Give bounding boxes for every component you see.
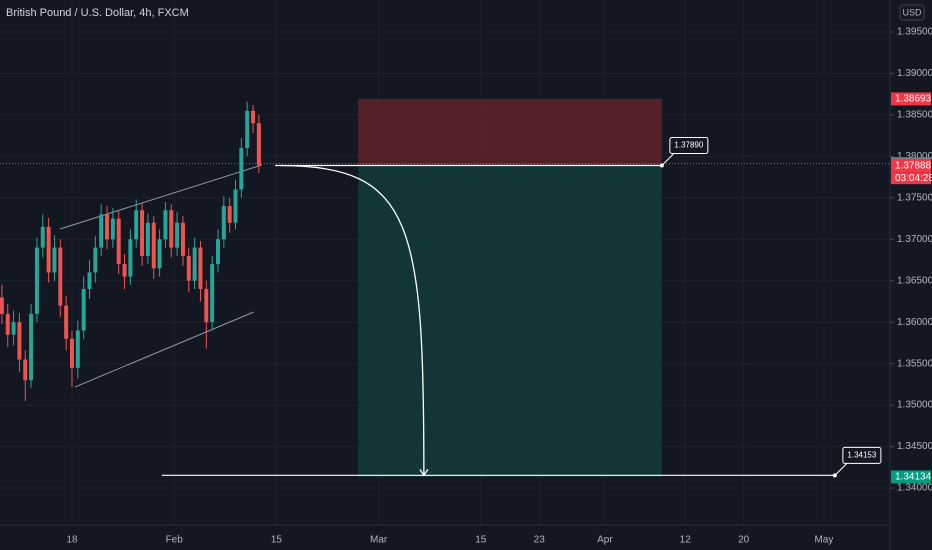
callout-label: 1.37890: [674, 141, 703, 150]
candle-body: [140, 210, 145, 256]
price-badge: [891, 470, 931, 484]
price-badge-label: 1.38693: [895, 94, 932, 105]
candle-body: [157, 239, 162, 269]
candle-body: [163, 210, 168, 240]
price-badge-label: 1.37888: [895, 160, 932, 171]
y-tick-label: 1.39500: [897, 27, 932, 38]
y-tick-label: 1.35500: [897, 358, 932, 369]
candle-body: [17, 322, 22, 360]
candle-body: [239, 148, 244, 190]
callout-pointer: [834, 462, 848, 476]
trend-line: [74, 311, 254, 388]
candle-body: [11, 322, 16, 335]
x-tick-label: Feb: [166, 535, 184, 546]
candle-body: [93, 247, 98, 273]
candle-body: [198, 247, 203, 290]
x-tick-label: 20: [738, 535, 750, 546]
y-tick-label: 1.38000: [897, 151, 932, 162]
candle-body: [210, 264, 215, 323]
y-tick-label: 1.36000: [897, 317, 932, 328]
callout-pointer: [661, 153, 675, 166]
candle-body: [169, 210, 174, 248]
candle-body: [0, 297, 4, 314]
candle-body: [105, 214, 110, 240]
x-tick-label: Apr: [597, 535, 613, 546]
projection-curve: [280, 164, 425, 476]
x-tick-label: Mar: [370, 535, 388, 546]
x-tick-label: 15: [475, 535, 487, 546]
price-badge: [891, 159, 931, 173]
candle-body: [145, 222, 150, 256]
x-tick-label: May: [814, 535, 833, 546]
candle-body: [46, 226, 51, 273]
chart-title: British Pound / U.S. Dollar, 4h, FXCM: [6, 7, 189, 19]
x-tick-label: 18: [66, 535, 78, 546]
candle-body: [52, 247, 57, 273]
candle-body: [233, 189, 238, 223]
candle-body: [23, 359, 28, 381]
candle-body: [40, 226, 45, 248]
candle-body: [75, 330, 80, 368]
candle-body: [215, 239, 220, 265]
y-tick-label: 1.39000: [897, 68, 932, 79]
y-tick-label: 1.37000: [897, 234, 932, 245]
y-tick-label: 1.36500: [897, 275, 932, 286]
candle-body: [69, 338, 74, 368]
candle-body: [227, 206, 232, 223]
x-tick-label: 15: [271, 535, 283, 546]
candle-body: [99, 214, 104, 248]
candle-body: [58, 247, 63, 306]
callout-box: [842, 446, 882, 464]
candle-body: [251, 110, 256, 124]
callout-label: 1.34153: [847, 450, 876, 459]
target-zone: [358, 165, 662, 477]
countdown-label: 03:04:28: [895, 173, 932, 184]
candle-body: [34, 247, 39, 314]
candle-body: [134, 210, 139, 240]
candle-body: [245, 110, 250, 149]
candle-body: [175, 222, 180, 248]
plot-area: 1.37890 1.34153: [0, 0, 890, 525]
stop-zone: [358, 98, 662, 166]
candle-body: [256, 123, 261, 166]
candle-body: [81, 289, 86, 331]
candle-body: [128, 239, 133, 277]
candle-body: [29, 313, 34, 381]
x-tick-label: 23: [534, 535, 546, 546]
candle-body: [221, 206, 226, 240]
candle-body: [110, 218, 115, 240]
price-badge-label: 1.34134: [895, 472, 932, 483]
y-tick-label: 1.35000: [897, 400, 932, 411]
y-tick-label: 1.38500: [897, 110, 932, 121]
candle-body: [151, 222, 156, 269]
currency-button[interactable]: [899, 4, 925, 21]
projection-arrowhead: [419, 468, 429, 477]
price-badge: [891, 92, 931, 106]
countdown-badge: [891, 172, 931, 185]
candle-body: [186, 255, 191, 281]
callout-box: [669, 136, 709, 154]
currency-label: USD: [902, 7, 922, 17]
candle-body: [64, 305, 69, 339]
trend-line: [59, 164, 262, 230]
candle-body: [122, 264, 127, 277]
candle-body: [180, 222, 185, 256]
candle-body: [87, 272, 92, 290]
x-tick-label: 12: [680, 535, 692, 546]
candle-body: [5, 313, 10, 335]
candle-body: [116, 218, 121, 265]
y-tick-label: 1.37500: [897, 192, 932, 203]
y-tick-label: 1.34000: [897, 483, 932, 494]
candle-body: [204, 289, 209, 323]
y-tick-label: 1.34500: [897, 441, 932, 452]
candle-body: [192, 247, 197, 281]
